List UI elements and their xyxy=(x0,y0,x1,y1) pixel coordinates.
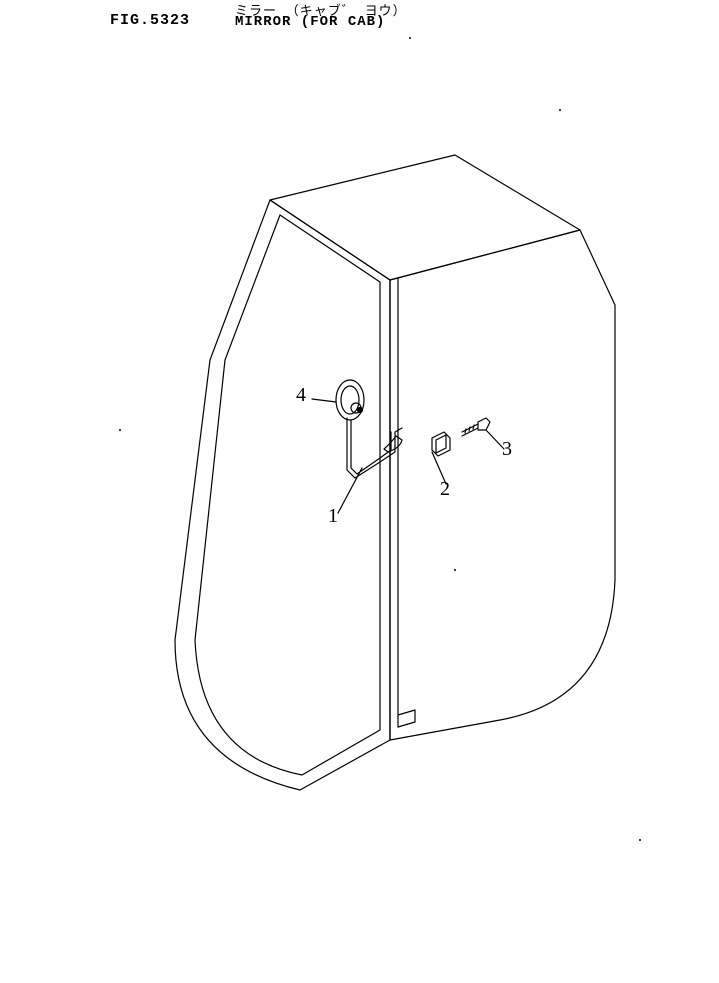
callout-1: 1 xyxy=(328,505,338,528)
mirror-stay-icon xyxy=(347,418,402,478)
mirror-icon xyxy=(336,380,364,420)
bolt-icon xyxy=(462,418,490,436)
callout-2: 2 xyxy=(440,478,450,501)
callout-3: 3 xyxy=(502,438,512,461)
clamp-icon xyxy=(432,432,450,456)
callout-4: 4 xyxy=(296,384,306,407)
page: FIG.5323 ミラー （キャブ゛ ヨウ） MIRROR (FOR CAB) xyxy=(0,0,719,983)
technical-drawing xyxy=(0,0,719,983)
